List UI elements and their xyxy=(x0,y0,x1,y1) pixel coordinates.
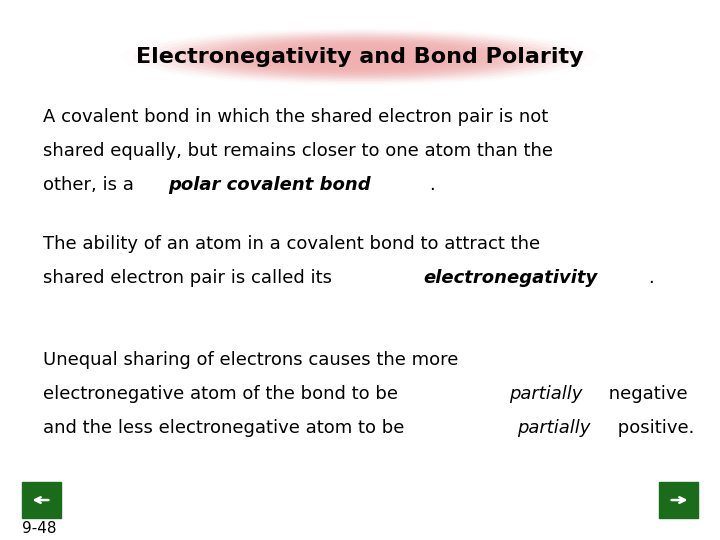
Text: Unequal sharing of electrons causes the more: Unequal sharing of electrons causes the … xyxy=(43,351,459,369)
Ellipse shape xyxy=(234,42,486,72)
Text: polar covalent bond: polar covalent bond xyxy=(168,176,371,194)
Text: The ability of an atom in a covalent bond to attract the: The ability of an atom in a covalent bon… xyxy=(43,235,540,253)
Ellipse shape xyxy=(347,55,373,58)
Ellipse shape xyxy=(284,48,436,66)
Ellipse shape xyxy=(209,38,511,75)
Text: positive.: positive. xyxy=(611,419,694,437)
Text: .: . xyxy=(649,269,654,287)
Text: Electronegativity and Bond Polarity: Electronegativity and Bond Polarity xyxy=(136,46,584,67)
Ellipse shape xyxy=(323,52,397,61)
Text: .: . xyxy=(429,176,435,194)
Text: negative: negative xyxy=(603,385,688,403)
Text: shared electron pair is called its: shared electron pair is called its xyxy=(43,269,338,287)
Ellipse shape xyxy=(133,29,587,84)
Text: electronegative atom of the bond to be: electronegative atom of the bond to be xyxy=(43,385,404,403)
Ellipse shape xyxy=(310,51,410,63)
Ellipse shape xyxy=(222,40,498,73)
Text: and the less electronegative atom to be: and the less electronegative atom to be xyxy=(43,419,410,437)
Ellipse shape xyxy=(184,36,536,78)
Ellipse shape xyxy=(335,53,385,60)
Ellipse shape xyxy=(171,34,549,79)
Ellipse shape xyxy=(259,45,461,69)
Ellipse shape xyxy=(158,32,562,81)
Text: partially: partially xyxy=(509,385,582,403)
Ellipse shape xyxy=(297,49,423,64)
Text: 9-48: 9-48 xyxy=(22,521,56,536)
Text: electronegativity: electronegativity xyxy=(423,269,598,287)
Text: other, is a: other, is a xyxy=(43,176,140,194)
Text: shared equally, but remains closer to one atom than the: shared equally, but remains closer to on… xyxy=(43,142,553,160)
Bar xyxy=(659,482,698,518)
Text: partially: partially xyxy=(517,419,590,437)
Ellipse shape xyxy=(196,37,523,77)
Ellipse shape xyxy=(272,46,448,68)
Ellipse shape xyxy=(145,31,575,83)
Text: A covalent bond in which the shared electron pair is not: A covalent bond in which the shared elec… xyxy=(43,108,549,126)
Ellipse shape xyxy=(246,43,474,70)
Bar xyxy=(22,482,61,518)
